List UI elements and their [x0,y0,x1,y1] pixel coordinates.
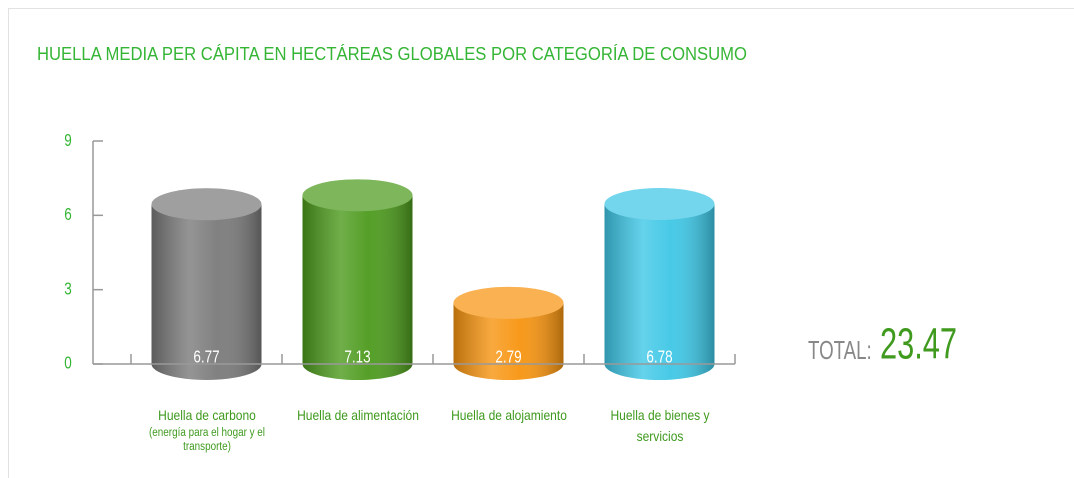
y-tick-label: 0 [64,354,72,373]
y-tick-label: 6 [64,205,72,224]
value-label: 7.13 [344,348,370,367]
x-tick-label: Huella de alojamiento [444,405,573,426]
category-name: Huella de carbono [157,407,256,423]
value-label: 6.77 [193,348,219,367]
bar-shade [151,204,262,380]
frame [8,8,1074,478]
chart-title: HUELLA MEDIA PER CÁPITA EN HECTÁREAS GLO… [37,44,747,64]
cylinder [453,286,564,380]
y-tick-label: 9 [64,131,72,150]
cylinder [302,179,413,380]
bar-top-highlight [453,286,564,319]
bar-top-highlight [302,179,413,212]
y-tick-label: 3 [64,280,72,299]
x-tick-label: Huella de carbono (energía para el hogar … [142,405,271,454]
value-label: 2.79 [495,348,521,367]
x-tick-label: Huella de bienes y servicios [595,405,724,447]
category-name: Huella de bienes y servicios [609,407,710,444]
category-note: (energía para el hogar y el transporte) [148,427,265,453]
bar-top [453,286,564,319]
total-label: TOTAL: [808,335,872,365]
category-name: Huella de alimentación [296,407,419,423]
total-value: 23.47 [880,320,957,369]
bar-top-highlight [604,188,715,221]
bar-shade [302,195,413,380]
category-name: Huella de alojamiento [450,407,567,423]
bar-shade [604,204,715,380]
bar-top [604,188,715,221]
bar-shade [453,302,564,380]
value-label: 6.78 [646,348,672,367]
cylinder [604,188,715,380]
cylinder [151,188,262,380]
bar-top [302,179,413,212]
bar-top-highlight [151,188,262,221]
x-tick-label: Huella de alimentación [293,405,422,426]
bar-top [151,188,262,221]
